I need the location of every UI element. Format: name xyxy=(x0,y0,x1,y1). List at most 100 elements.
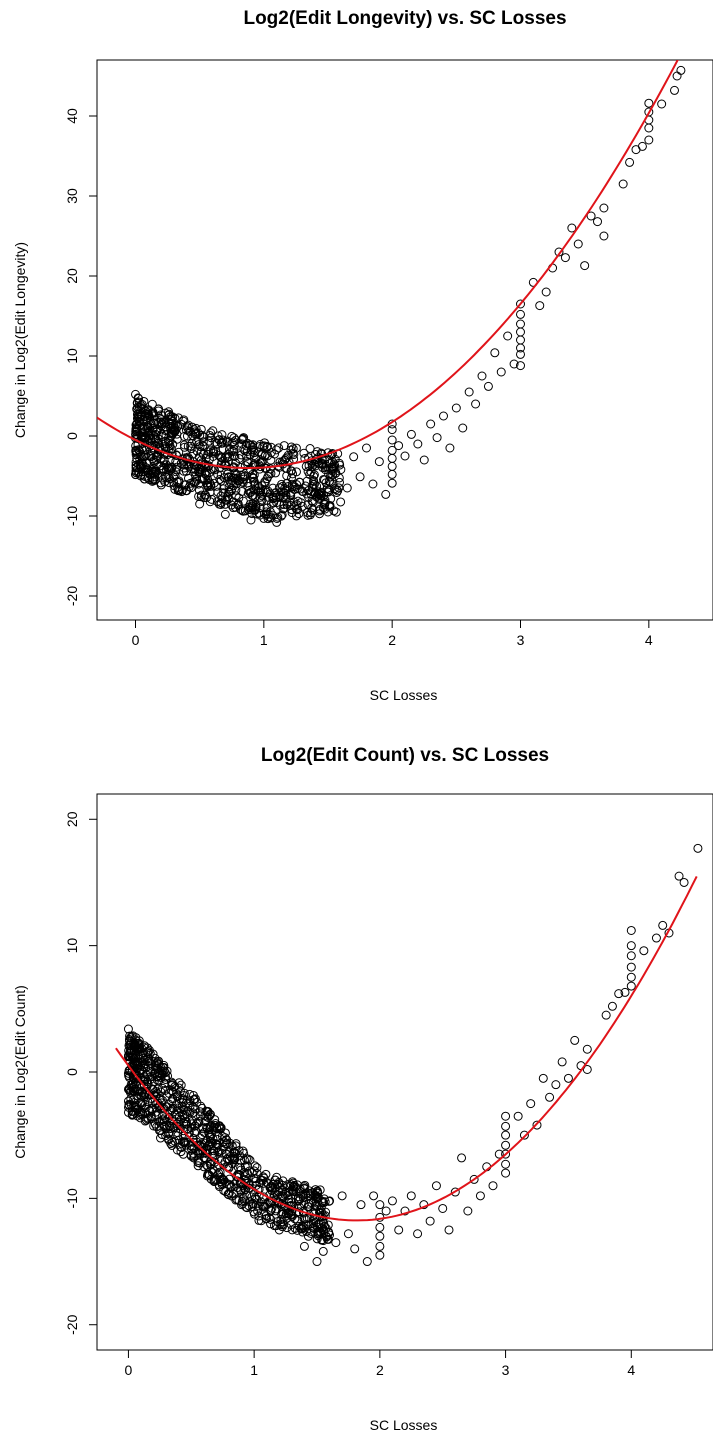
chart-1-point xyxy=(140,450,150,460)
chart-1-point xyxy=(625,157,635,167)
chart-2-point xyxy=(284,1194,294,1204)
chart-1-point xyxy=(249,476,259,486)
chart-2-x-tick-label: 2 xyxy=(376,1362,384,1378)
chart-1-point xyxy=(143,408,153,418)
chart-1-point xyxy=(306,508,316,518)
chart-2-point xyxy=(244,1180,254,1190)
chart-1-point xyxy=(143,467,153,477)
chart-1-point xyxy=(189,478,199,488)
chart-1-point xyxy=(194,452,204,462)
chart-1-point xyxy=(419,455,429,465)
chart-1-point xyxy=(586,211,596,221)
chart-1-point xyxy=(189,477,199,487)
chart-2-point xyxy=(200,1138,210,1148)
chart-2-point xyxy=(220,1128,230,1138)
chart-1-point xyxy=(286,445,296,455)
chart-1-point xyxy=(387,461,397,471)
chart-2-point xyxy=(157,1070,167,1080)
chart-2-point xyxy=(457,1153,467,1163)
chart-1-point xyxy=(224,472,234,482)
chart-1-point xyxy=(181,466,191,476)
chart-1-point xyxy=(445,443,455,453)
chart-1-point xyxy=(186,441,196,451)
chart-1-y-tick-label: 30 xyxy=(64,188,80,204)
chart-2-point xyxy=(227,1191,237,1201)
chart-2-point xyxy=(261,1211,271,1221)
chart-2-point xyxy=(205,1109,215,1119)
chart-2-point xyxy=(387,1196,397,1206)
chart-1-point xyxy=(228,503,238,513)
chart-1-point xyxy=(320,504,330,514)
chart-1-point xyxy=(322,483,332,493)
chart-2-point xyxy=(375,1222,385,1232)
chart-2-point xyxy=(275,1219,285,1229)
chart-2-point xyxy=(182,1124,192,1134)
chart-1-point xyxy=(362,443,371,453)
chart-2-point xyxy=(170,1109,180,1119)
chart-1-point xyxy=(145,414,155,424)
chart-1-point xyxy=(303,510,313,520)
chart-2-point xyxy=(175,1086,185,1096)
chart-1-point xyxy=(158,431,168,441)
chart-2-point xyxy=(325,1196,335,1206)
chart-1-point xyxy=(180,442,190,452)
chart-1-point xyxy=(541,287,551,297)
chart-1-point xyxy=(516,309,525,319)
chart-2-point xyxy=(136,1098,146,1108)
chart-2-y-tick-label: 20 xyxy=(64,811,80,827)
chart-2-point xyxy=(189,1153,199,1163)
chart-2-x-axis-label: SC Losses xyxy=(370,1417,438,1433)
chart-1-point xyxy=(387,435,397,445)
chart-1-point xyxy=(439,411,448,421)
chart-2-point xyxy=(545,1092,555,1102)
chart-2-point xyxy=(307,1226,317,1236)
chart-1-point xyxy=(394,441,404,451)
chart-1-point xyxy=(301,481,311,491)
chart-1-point xyxy=(135,417,145,427)
chart-2-point xyxy=(626,941,636,951)
chart-1-point xyxy=(194,468,204,478)
chart-1-point xyxy=(222,436,232,446)
chart-2-point xyxy=(153,1063,163,1073)
chart-1-point xyxy=(197,430,207,440)
chart-2-point xyxy=(175,1121,185,1131)
chart-1-y-axis-label: Change in Log2(Edit Longevity) xyxy=(12,242,28,438)
chart-1-point xyxy=(272,517,282,527)
chart-1-point xyxy=(190,427,200,437)
chart-2-point xyxy=(130,1087,140,1097)
chart-1-point xyxy=(238,478,248,488)
chart-2-point xyxy=(172,1145,182,1155)
chart-2-point xyxy=(242,1203,252,1213)
chart-2-point xyxy=(626,972,636,982)
chart-1-point xyxy=(136,460,146,470)
chart-2-point xyxy=(254,1215,264,1225)
chart-2-point xyxy=(278,1193,288,1203)
chart-2-point xyxy=(221,1135,231,1145)
chart-2-point xyxy=(243,1161,253,1171)
chart-1-point xyxy=(342,483,352,493)
chart-2-point xyxy=(131,1033,141,1043)
chart-1-point xyxy=(229,451,239,461)
chart-1-point xyxy=(271,445,281,455)
chart-2-point xyxy=(152,1057,162,1067)
chart-1-x-tick-label: 1 xyxy=(260,632,268,648)
chart-1-point xyxy=(198,449,208,459)
chart-2-point xyxy=(494,1149,504,1159)
chart-1-point xyxy=(184,462,194,472)
chart-1-point xyxy=(220,460,230,470)
chart-2-point xyxy=(582,1044,592,1054)
chart-2-point xyxy=(450,1187,460,1197)
chart-1-point xyxy=(464,387,474,397)
chart-2-point xyxy=(538,1073,548,1083)
chart-2-point xyxy=(607,1001,617,1011)
chart-2-point xyxy=(501,1159,511,1169)
chart-2-point xyxy=(127,1052,137,1062)
chart-1-point xyxy=(262,487,272,497)
chart-2-point xyxy=(152,1089,162,1099)
chart-1-point xyxy=(167,462,177,472)
chart-2-point xyxy=(158,1111,168,1121)
chart-2-point xyxy=(130,1039,140,1049)
chart-1-point xyxy=(135,413,145,423)
chart-2-point xyxy=(626,951,636,961)
chart-2-y-tick-label: -10 xyxy=(64,1188,80,1208)
